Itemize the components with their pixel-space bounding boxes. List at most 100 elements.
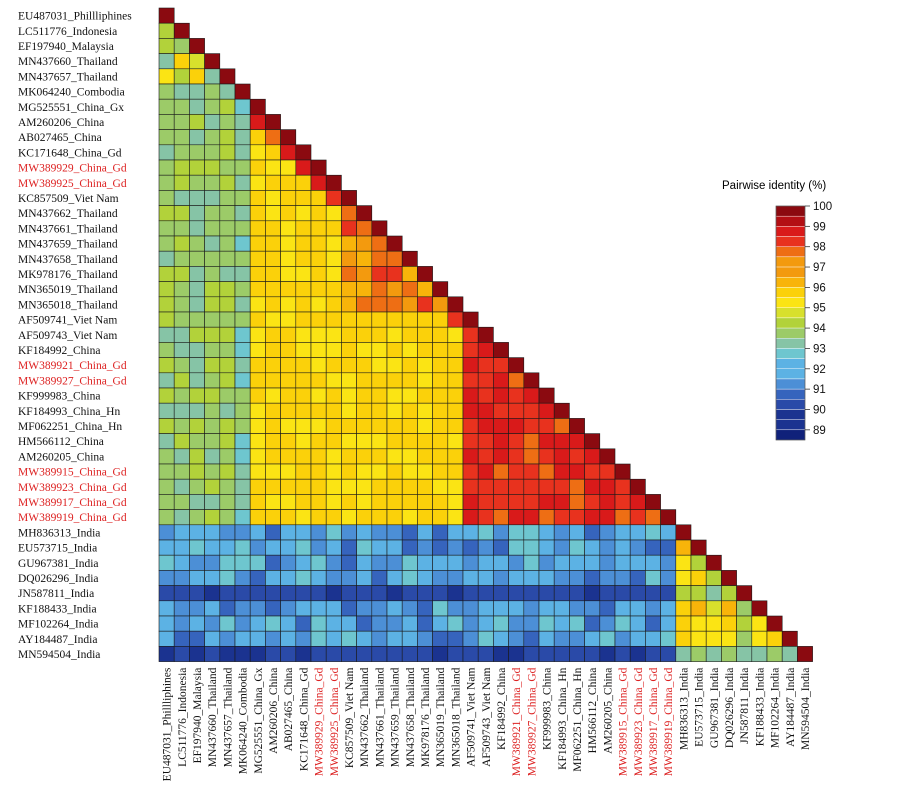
- heatmap-cell: [766, 630, 783, 647]
- heatmap-cell: [432, 494, 449, 510]
- heatmap-cell: [447, 494, 464, 510]
- heatmap-cell: [356, 387, 373, 404]
- heatmap-cell: [736, 646, 753, 662]
- heatmap-cell: [204, 570, 221, 586]
- heatmap-cell: [234, 83, 251, 100]
- heatmap-cell: [310, 585, 327, 602]
- heatmap-cell: [371, 387, 388, 404]
- heatmap-cell: [280, 144, 297, 161]
- heatmap-cell: [493, 600, 509, 617]
- heatmap-cell: [325, 250, 342, 267]
- heatmap-cell: [462, 326, 479, 343]
- heatmap-cell: [645, 509, 661, 526]
- heatmap-cell: [523, 570, 540, 586]
- heatmap-cell: [417, 630, 433, 647]
- heatmap-cell: [432, 509, 449, 526]
- column-label: MN365019_Thailand: [435, 667, 447, 767]
- heatmap-cell: [599, 509, 616, 526]
- heatmap-cell: [553, 630, 570, 647]
- heatmap-cell: [538, 509, 555, 526]
- column-label: MH836313_India: [678, 668, 690, 750]
- heatmap-cell: [295, 281, 312, 298]
- heatmap-cell: [417, 615, 433, 632]
- heatmap-cell: [280, 387, 297, 404]
- heatmap-cell: [371, 585, 388, 602]
- row-label: KC857509_Viet Nam: [18, 193, 119, 205]
- heatmap-cell: [401, 646, 418, 662]
- heatmap-cell: [325, 342, 342, 358]
- heatmap-cell: [234, 372, 251, 389]
- heatmap-cell: [234, 144, 251, 161]
- heatmap-cell: [386, 326, 403, 343]
- row-label: KF188433_India: [18, 603, 97, 615]
- heatmap-cell: [219, 463, 236, 480]
- heatmap-cell: [234, 114, 251, 130]
- heatmap-cell: [280, 646, 297, 662]
- heatmap-cell: [219, 387, 236, 404]
- heatmap-cell: [265, 311, 281, 328]
- heatmap-cell: [158, 114, 175, 130]
- heatmap-cell: [386, 570, 403, 586]
- heatmap-cell: [325, 205, 342, 222]
- heatmap-cell: [432, 600, 449, 617]
- heatmap-cell: [508, 585, 525, 602]
- heatmap-cell: [447, 463, 464, 480]
- column-label: MN437660_Thailand: [207, 667, 219, 767]
- heatmap-cell: [447, 326, 464, 343]
- heatmap-cell: [356, 630, 373, 647]
- heatmap-cell: [690, 646, 707, 662]
- heatmap-cell: [204, 357, 221, 374]
- heatmap-cell: [614, 524, 631, 541]
- heatmap-cell: [493, 615, 509, 632]
- heatmap-cell: [508, 524, 525, 541]
- heatmap-cell: [614, 600, 631, 617]
- heatmap-cell: [721, 570, 737, 586]
- heatmap-cell: [371, 418, 388, 434]
- heatmap-cell: [477, 646, 494, 662]
- legend-swatch: [775, 399, 806, 410]
- legend-tick-label: 96: [813, 282, 826, 294]
- heatmap-cell: [705, 646, 722, 662]
- heatmap-cell: [371, 509, 388, 526]
- heatmap-cell: [249, 630, 266, 647]
- heatmap-cell: [265, 494, 281, 510]
- heatmap-cell: [432, 433, 449, 450]
- heatmap-cell: [189, 478, 205, 495]
- heatmap-cell: [417, 418, 433, 434]
- heatmap-cell: [295, 250, 312, 267]
- heatmap-cell: [447, 372, 464, 389]
- heatmap-cell: [386, 266, 403, 282]
- heatmap-cell: [249, 266, 266, 282]
- heatmap-cell: [234, 539, 251, 556]
- heatmap-cell: [249, 159, 266, 176]
- legend-tick-label: 90: [813, 404, 826, 416]
- heatmap-cell: [356, 235, 373, 252]
- row-label: AB027465_China: [18, 132, 102, 144]
- heatmap-cell: [295, 159, 312, 176]
- heatmap-cell: [234, 250, 251, 267]
- heatmap-cell: [173, 205, 190, 222]
- heatmap-cell: [629, 570, 646, 586]
- heatmap-cell: [265, 342, 281, 358]
- row-label: AF509743_Viet Nam: [18, 330, 117, 342]
- heatmap-cell: [447, 448, 464, 465]
- column-label: AF509741_Viet Nam: [466, 668, 478, 767]
- heatmap-cell: [249, 98, 266, 115]
- heatmap-cell: [356, 524, 373, 541]
- heatmap-cell: [401, 448, 418, 465]
- heatmap-cell: [417, 600, 433, 617]
- heatmap-cell: [781, 630, 798, 647]
- heatmap-cell: [295, 296, 312, 313]
- heatmap-cell: [189, 129, 205, 146]
- heatmap-cell: [477, 494, 494, 510]
- heatmap-cell: [493, 494, 509, 510]
- heatmap-cell: [660, 615, 677, 632]
- heatmap-cell: [751, 615, 768, 632]
- heatmap-cell: [599, 524, 616, 541]
- heatmap-cell: [371, 266, 388, 282]
- heatmap-cell: [447, 554, 464, 571]
- heatmap-cell: [599, 463, 616, 480]
- heatmap-cell: [675, 615, 692, 632]
- heatmap-cell: [629, 585, 646, 602]
- heatmap-cell: [158, 646, 175, 662]
